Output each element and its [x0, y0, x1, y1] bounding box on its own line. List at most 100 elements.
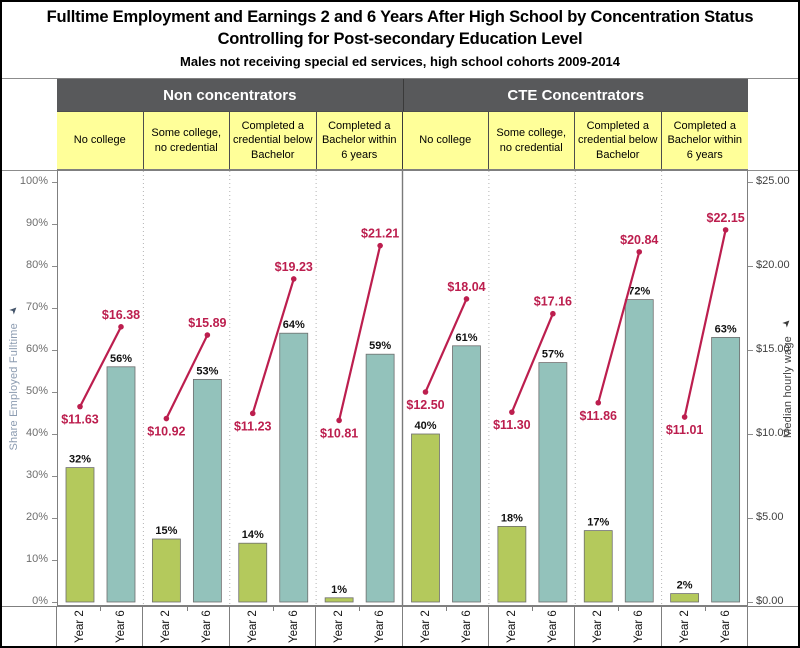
bar-year6[interactable] — [192, 378, 222, 603]
bar-year2[interactable] — [65, 467, 95, 603]
x-tick-label[interactable]: Year 2 — [333, 610, 346, 643]
wage-line[interactable] — [510, 313, 554, 413]
x-axis-tick-mark — [618, 607, 620, 611]
bar-value-label: 14% — [242, 529, 264, 541]
wage-point-year6[interactable] — [636, 249, 643, 255]
x-label-cell: Year 2 Year 6 — [143, 607, 230, 646]
y-axis-tick-label: 20% — [25, 511, 48, 523]
wage-value-label: $20.84 — [620, 233, 658, 247]
bar-year2[interactable] — [670, 593, 700, 603]
subheader-row: No college Some college, no credential Com… — [57, 111, 748, 170]
wage-point-year6[interactable] — [290, 276, 297, 282]
x-tick-label[interactable]: Year 2 — [678, 610, 691, 643]
x-tick-label[interactable]: Year 6 — [460, 610, 473, 643]
wage-point-year2[interactable] — [681, 414, 688, 420]
wage-point-year2[interactable] — [336, 417, 342, 424]
wage-line[interactable] — [338, 245, 382, 421]
x-tick-label[interactable]: Year 6 — [633, 610, 646, 643]
y-axis-tick-label: 30% — [25, 469, 48, 481]
axis-sort-arrow-icon[interactable]: ➤ — [780, 316, 795, 331]
x-tick-label[interactable]: Year 2 — [74, 610, 86, 643]
bar-year2[interactable] — [238, 542, 268, 603]
x-axis-tick-mark — [445, 607, 447, 611]
x-tick-label[interactable]: Year 2 — [592, 610, 605, 643]
wage-value-label: $15.89 — [188, 316, 226, 330]
wage-axis-tick-mark — [748, 518, 753, 519]
bar-year6[interactable] — [538, 362, 568, 603]
x-tick-label[interactable]: Year 6 — [115, 610, 127, 643]
x-tick-label[interactable]: Year 6 — [546, 610, 559, 643]
wage-axis-tick-label: $0.00 — [756, 595, 784, 607]
bar-year2[interactable] — [324, 597, 354, 603]
x-label-cell: Year 2 Year 6 — [662, 607, 748, 646]
group-header-row: Non concentrators CTE Concentrators — [57, 78, 748, 111]
y-axis-tick-label: 0% — [32, 595, 48, 607]
x-tick-label[interactable]: Year 2 — [419, 610, 432, 643]
wage-value-label: $18.04 — [447, 280, 485, 294]
y-axis-tick-mark — [52, 392, 57, 393]
y-axis-tick-mark — [52, 434, 57, 435]
bar-value-label: 59% — [369, 340, 391, 352]
wage-axis-tick-label: $10.00 — [756, 427, 790, 439]
y-axis-tick-mark — [52, 476, 57, 477]
bar-year6[interactable] — [279, 332, 309, 603]
x-tick-label[interactable]: Year 6 — [201, 610, 214, 643]
x-tick-label[interactable]: Year 6 — [287, 610, 300, 643]
x-tick-label[interactable]: Year 2 — [246, 610, 259, 643]
wage-point-year6[interactable] — [550, 310, 556, 317]
x-label-cell: Year 2 Year 6 — [57, 607, 144, 646]
axis-sort-arrow-icon[interactable]: ➤ — [7, 303, 22, 318]
plot-area: 32% 56% $11.63 $16.38 15% 53% $10.92 $15.89 14% 6… — [57, 170, 748, 606]
wage-line[interactable] — [251, 278, 295, 414]
y-axis-tick-label: 60% — [25, 343, 48, 355]
bar-year6[interactable] — [106, 366, 136, 603]
bar-year6[interactable] — [452, 345, 481, 603]
bar-value-label: 57% — [542, 349, 564, 361]
wage-line[interactable] — [683, 229, 727, 418]
bar-year2[interactable] — [497, 525, 527, 603]
wage-axis-tick-mark — [748, 602, 753, 603]
x-label-cell: Year 2 Year 6 — [316, 607, 403, 646]
wage-point-year6[interactable] — [722, 227, 729, 233]
y-axis-tick-label: 80% — [25, 259, 48, 271]
bar-value-label: 63% — [715, 323, 737, 335]
right-cell-top-border — [748, 78, 798, 79]
x-row-right-spacer — [748, 607, 798, 646]
title-block: Fulltime Employment and Earnings 2 and 6… — [2, 7, 798, 69]
wage-point-year6[interactable] — [377, 242, 383, 249]
bar-year6[interactable] — [624, 299, 654, 603]
bar-year2[interactable] — [583, 530, 613, 603]
wage-point-year2[interactable] — [595, 399, 602, 406]
wage-point-year2[interactable] — [509, 409, 515, 415]
wage-point-year2[interactable] — [249, 410, 256, 417]
y-axis-tick-mark — [52, 350, 57, 351]
wage-point-year6[interactable] — [204, 332, 211, 338]
left-cell-top-border — [2, 78, 57, 79]
subheader-cell: Completed a Bachelor within 6 years — [316, 112, 403, 169]
bar-year2[interactable] — [411, 433, 440, 603]
bar-year6[interactable] — [365, 353, 395, 603]
plot-border — [57, 170, 748, 606]
bar-year6[interactable] — [711, 336, 741, 603]
wage-point-year6[interactable] — [463, 296, 470, 302]
x-tick-label[interactable]: Year 6 — [719, 610, 732, 643]
wage-point-year2[interactable] — [163, 415, 170, 422]
y-axis-tick-mark — [52, 266, 57, 267]
wage-line[interactable] — [165, 334, 209, 420]
wage-point-year2[interactable] — [77, 403, 83, 410]
wage-axis-tick-mark — [748, 434, 753, 435]
y-axis-tick-label: 90% — [25, 217, 48, 229]
x-tick-label[interactable]: Year 6 — [374, 610, 387, 643]
bar-year2[interactable] — [151, 538, 181, 603]
left-axis-title: Share Employed Fulltime — [8, 323, 20, 451]
x-tick-label[interactable]: Year 2 — [505, 610, 518, 643]
wage-point-year6[interactable] — [118, 324, 124, 330]
bar-value-label: 1% — [331, 584, 347, 596]
wage-line[interactable] — [79, 326, 122, 408]
wage-line[interactable] — [424, 298, 468, 393]
y-axis-tick-label: 50% — [25, 385, 48, 397]
wage-line[interactable] — [597, 251, 641, 404]
x-tick-label[interactable]: Year 2 — [160, 610, 173, 643]
wage-point-year2[interactable] — [422, 389, 429, 395]
